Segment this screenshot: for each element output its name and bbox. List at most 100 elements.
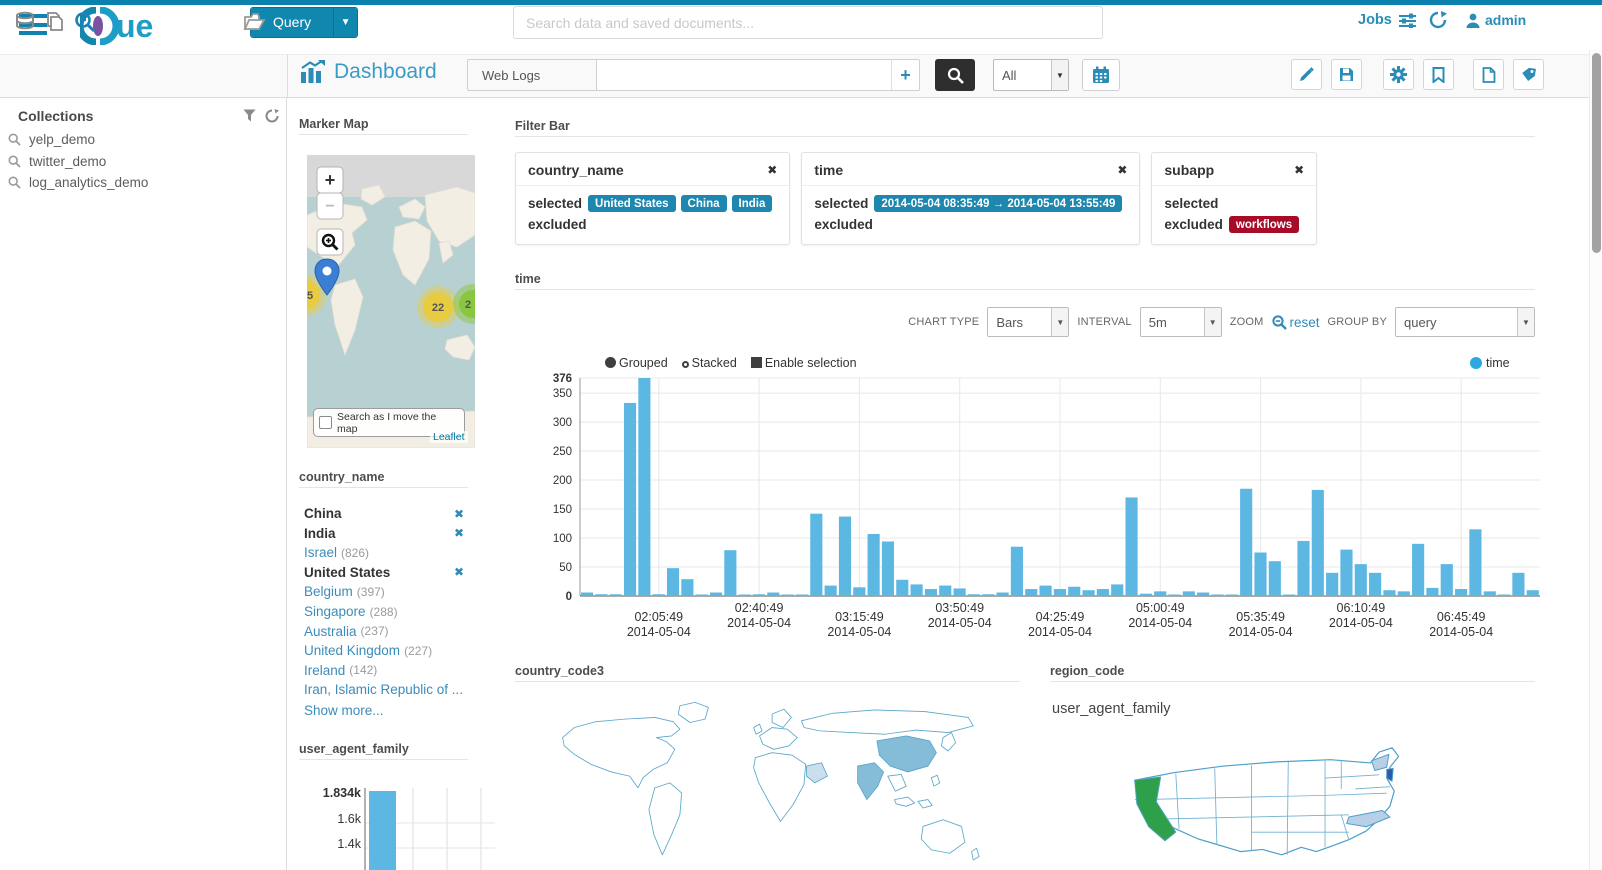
time-bar[interactable] <box>1397 591 1410 596</box>
time-bar[interactable] <box>1426 587 1439 596</box>
time-bar[interactable] <box>623 402 637 596</box>
facet-item-singapore[interactable]: Singapore (288) <box>304 604 464 619</box>
time-bar[interactable] <box>1182 591 1195 596</box>
time-bar[interactable] <box>824 585 837 596</box>
time-bar[interactable] <box>853 587 866 596</box>
scope-select[interactable]: All ▼ <box>993 59 1069 91</box>
global-search-input[interactable] <box>513 6 1103 39</box>
time-bar[interactable] <box>1010 546 1023 596</box>
leaflet-attribution-link[interactable]: Leaflet <box>430 431 468 443</box>
chart-type-select[interactable]: Bars ▼ <box>987 307 1070 337</box>
add-filter-button[interactable]: + <box>891 60 919 90</box>
time-bar[interactable] <box>1240 488 1253 596</box>
facet-value[interactable]: United States <box>304 564 391 580</box>
time-bar[interactable] <box>752 594 766 596</box>
time-bar[interactable] <box>1025 589 1038 596</box>
time-bar[interactable] <box>1326 572 1339 596</box>
time-bar[interactable] <box>1139 593 1152 596</box>
zoom-in-icon[interactable] <box>74 11 97 39</box>
time-bar[interactable] <box>1254 552 1267 596</box>
time-bar[interactable] <box>1082 590 1095 596</box>
time-bar[interactable] <box>1197 592 1210 596</box>
group-by-select[interactable]: query ▼ <box>1395 307 1535 337</box>
time-bar[interactable] <box>881 541 895 597</box>
filter-pill[interactable]: India <box>731 195 773 212</box>
facet-value[interactable]: United Kingdom <box>304 643 401 659</box>
facet-item-australia[interactable]: Australia (237) <box>304 624 464 639</box>
scrollbar-thumb[interactable] <box>1592 53 1601 253</box>
filter-funnel-icon[interactable] <box>243 109 256 122</box>
time-bar[interactable] <box>1211 594 1224 597</box>
facet-item-iran-islamic-republic-of-[interactable]: Iran, Islamic Republic of ... <box>304 682 464 697</box>
time-bar[interactable] <box>1512 572 1525 596</box>
database-icon[interactable] <box>14 11 36 38</box>
time-bar[interactable] <box>1483 591 1496 596</box>
time-bar[interactable] <box>1096 589 1109 596</box>
tag-button[interactable] <box>1513 59 1544 90</box>
us-choropleth-map[interactable] <box>1098 724 1498 870</box>
show-more-link[interactable]: Show more... <box>304 703 384 718</box>
time-bar[interactable] <box>1068 586 1081 596</box>
query-button-label[interactable]: Query <box>251 8 334 37</box>
time-bar[interactable] <box>1440 564 1453 596</box>
time-bar[interactable] <box>781 594 794 597</box>
facet-value[interactable]: India <box>304 525 336 541</box>
page-scrollbar[interactable] <box>1589 50 1602 870</box>
facet-value[interactable]: China <box>304 506 342 521</box>
bookmark-button[interactable] <box>1423 59 1454 90</box>
time-bar[interactable] <box>595 594 608 596</box>
refresh-icon[interactable] <box>265 109 279 123</box>
time-bar[interactable] <box>738 594 751 597</box>
interval-select[interactable]: 5m ▼ <box>1139 307 1222 337</box>
user-menu[interactable]: admin <box>1466 12 1526 28</box>
time-bar[interactable] <box>709 592 723 596</box>
time-bar[interactable] <box>767 592 780 596</box>
collection-item[interactable]: yelp_demo <box>8 132 95 147</box>
legend-stacked[interactable]: Stacked <box>681 356 737 370</box>
time-bar[interactable] <box>939 585 952 596</box>
collection-item[interactable]: twitter_demo <box>8 154 106 169</box>
user-agent-bar-chart[interactable]: 1.834k 1.6k 1.4k <box>299 770 499 870</box>
jobs-link[interactable]: Jobs <box>1358 12 1416 28</box>
time-bar[interactable] <box>982 594 995 596</box>
user-agent-bar[interactable] <box>369 791 396 870</box>
edit-button[interactable] <box>1291 59 1322 90</box>
marker-map[interactable]: 5 22 2 + − <box>307 155 475 448</box>
time-bar[interactable] <box>795 594 809 597</box>
search-button[interactable] <box>935 59 975 91</box>
time-bar[interactable] <box>581 592 594 596</box>
time-bar[interactable] <box>967 594 980 596</box>
time-bar[interactable] <box>810 513 823 596</box>
time-bar[interactable] <box>1498 594 1511 597</box>
time-bar[interactable] <box>1154 591 1167 596</box>
filter-pill[interactable]: China <box>680 195 727 212</box>
facet-value[interactable]: Singapore <box>304 604 366 619</box>
map-pin-icon[interactable] <box>314 258 340 296</box>
time-bar[interactable] <box>681 579 694 596</box>
time-bar[interactable] <box>838 516 852 596</box>
marker-cluster-22[interactable]: 22 <box>417 286 459 328</box>
facet-item-india[interactable]: India ✖ <box>304 526 464 541</box>
time-bar[interactable] <box>924 589 938 596</box>
facet-item-belgium[interactable]: Belgium (397) <box>304 584 464 599</box>
facet-value[interactable]: Australia <box>304 623 357 639</box>
time-bar[interactable] <box>867 533 880 596</box>
world-choropleth-map[interactable] <box>515 694 1020 870</box>
legend-enable-selection[interactable]: Enable selection <box>750 356 857 370</box>
time-bar[interactable] <box>1297 540 1310 596</box>
filter-pill[interactable]: workflows <box>1228 216 1300 233</box>
time-bar[interactable] <box>1311 489 1324 596</box>
series-legend-time[interactable]: time <box>1470 356 1510 370</box>
hue-logo[interactable]: ue <box>80 5 176 47</box>
facet-value[interactable]: Israel <box>304 545 338 561</box>
time-bar[interactable] <box>638 378 651 596</box>
collection-item[interactable]: log_analytics_demo <box>8 175 148 190</box>
time-bar[interactable] <box>1369 572 1382 596</box>
map-zoom-out-button[interactable]: − <box>316 192 344 220</box>
time-bar[interactable] <box>1340 549 1353 596</box>
time-bar[interactable] <box>996 592 1009 596</box>
facet-value[interactable]: Iran, Islamic Republic of ... <box>304 682 464 698</box>
documents-icon[interactable] <box>44 11 66 38</box>
time-bar[interactable] <box>1039 585 1052 596</box>
time-bar[interactable] <box>1469 529 1482 596</box>
